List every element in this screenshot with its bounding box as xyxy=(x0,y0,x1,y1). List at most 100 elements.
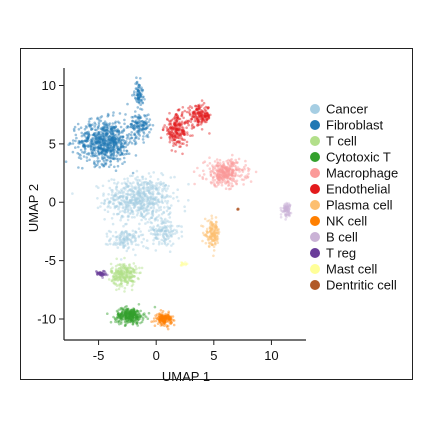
data-point xyxy=(166,229,169,233)
data-point xyxy=(97,121,101,124)
data-point xyxy=(153,236,157,240)
data-point xyxy=(113,156,116,160)
data-point xyxy=(161,128,165,132)
data-point xyxy=(138,207,142,210)
data-point xyxy=(149,197,153,201)
data-point xyxy=(163,124,166,127)
data-point xyxy=(101,184,105,188)
data-point xyxy=(138,101,141,104)
data-point xyxy=(134,185,137,189)
data-point xyxy=(82,144,86,147)
data-point xyxy=(124,324,127,327)
data-point xyxy=(116,157,120,161)
data-point xyxy=(140,93,143,96)
data-point xyxy=(91,145,95,149)
data-point xyxy=(122,316,125,319)
data-point xyxy=(99,116,102,119)
data-point xyxy=(109,145,113,148)
data-point xyxy=(134,312,137,316)
data-point xyxy=(136,315,140,319)
data-point xyxy=(183,109,187,113)
data-point xyxy=(91,136,95,140)
data-point xyxy=(118,153,122,157)
data-point xyxy=(206,164,209,167)
data-point xyxy=(148,130,151,134)
data-point xyxy=(119,270,123,273)
data-point xyxy=(125,305,128,308)
data-point xyxy=(82,144,85,148)
data-point xyxy=(144,209,147,212)
data-point xyxy=(102,149,105,152)
data-point xyxy=(94,149,97,152)
data-point xyxy=(119,146,123,150)
data-point xyxy=(152,225,155,228)
data-point xyxy=(106,131,109,135)
data-point xyxy=(136,96,140,99)
data-point xyxy=(143,120,146,124)
data-point xyxy=(90,154,93,158)
data-point xyxy=(145,183,149,186)
data-point xyxy=(116,269,120,273)
data-point xyxy=(107,201,111,204)
data-point xyxy=(118,202,122,206)
data-point xyxy=(201,103,204,107)
data-point xyxy=(112,141,115,144)
data-point xyxy=(115,198,118,201)
data-point xyxy=(94,154,97,157)
data-point xyxy=(200,128,204,131)
data-point xyxy=(161,201,165,205)
data-point xyxy=(151,184,155,187)
legend-item: Mast cell xyxy=(310,262,377,277)
data-point xyxy=(99,146,103,150)
data-point xyxy=(143,209,146,213)
data-point xyxy=(189,134,192,137)
data-point xyxy=(149,197,153,200)
data-point xyxy=(140,175,144,179)
data-point xyxy=(142,192,145,195)
data-point xyxy=(122,186,126,190)
data-point xyxy=(120,230,124,234)
data-point xyxy=(175,135,178,138)
data-point xyxy=(130,308,134,312)
data-point xyxy=(119,267,123,271)
data-point xyxy=(216,168,220,171)
data-point xyxy=(111,138,115,141)
data-point xyxy=(78,140,82,144)
data-point xyxy=(114,230,118,234)
data-point xyxy=(149,195,153,199)
data-point xyxy=(110,269,113,273)
data-point xyxy=(129,193,132,196)
data-point xyxy=(137,192,140,195)
data-point xyxy=(145,183,149,186)
data-point xyxy=(135,322,139,326)
data-point xyxy=(126,192,130,196)
data-point xyxy=(117,129,120,133)
data-point xyxy=(156,215,159,219)
data-point xyxy=(158,233,162,236)
data-point xyxy=(106,145,109,148)
data-point xyxy=(137,90,141,94)
data-point xyxy=(135,121,139,124)
data-point xyxy=(141,125,145,129)
data-point xyxy=(104,163,108,166)
data-point xyxy=(144,126,148,130)
data-point xyxy=(104,138,107,142)
data-point xyxy=(120,202,123,205)
data-point xyxy=(117,312,121,315)
data-point xyxy=(108,239,111,243)
data-point xyxy=(125,269,129,272)
data-point xyxy=(140,124,143,127)
data-point xyxy=(115,277,119,280)
data-point xyxy=(138,115,142,118)
data-point xyxy=(100,149,103,153)
data-point xyxy=(134,115,137,118)
data-point xyxy=(113,181,116,185)
data-point xyxy=(188,112,192,116)
data-point xyxy=(97,146,100,150)
data-point xyxy=(129,312,132,315)
data-point xyxy=(80,131,83,135)
data-point xyxy=(280,209,284,213)
data-point xyxy=(119,140,123,143)
data-point xyxy=(117,138,120,142)
data-point xyxy=(192,115,195,119)
